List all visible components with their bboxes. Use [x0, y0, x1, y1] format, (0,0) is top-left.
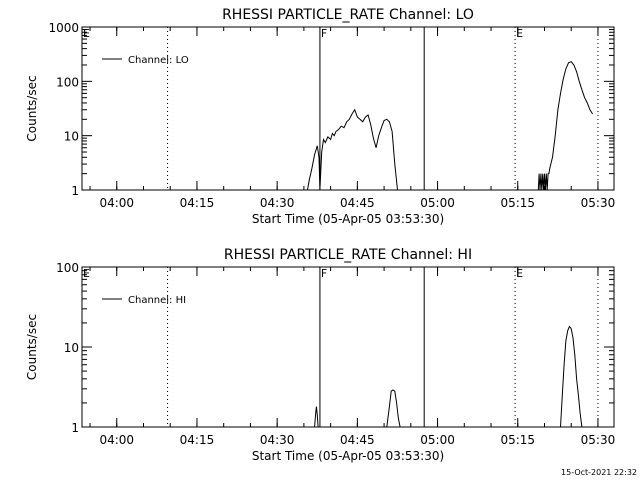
x-tick-label: 04:45 — [340, 196, 375, 210]
y-tick-label: 100 — [56, 261, 79, 275]
x-tick-label: 04:15 — [180, 433, 215, 447]
x-tick-label: 05:00 — [420, 433, 455, 447]
panel-hi: RHESSI PARTICLE_RATE Channel: HI 04:00 04:… — [25, 247, 615, 463]
x-tick-label: 05:30 — [581, 196, 616, 210]
plot-frame — [81, 266, 615, 428]
x-tick-label: 05:30 — [581, 433, 616, 447]
y-tick-label: 1 — [71, 184, 79, 198]
y-axis-label: Counts/sec — [25, 314, 39, 380]
x-tick-label: 05:15 — [500, 196, 535, 210]
x-axis-label: Start Time (05-Apr-05 03:53:30) — [252, 212, 444, 226]
event-marker-label: E — [83, 267, 90, 280]
x-tick-label: 04:15 — [180, 196, 215, 210]
chart-title: RHESSI PARTICLE_RATE Channel: HI — [224, 247, 472, 263]
x-tick-label: 05:15 — [500, 433, 535, 447]
y-tick-label: 1000 — [48, 21, 79, 35]
legend-entry: Channel: HI — [128, 295, 186, 306]
y-tick-label: 100 — [56, 75, 79, 89]
series-line-3 — [560, 325, 583, 428]
event-marker-label: F — [321, 27, 327, 40]
y-axis-label: Counts/sec — [25, 75, 39, 141]
x-tick-label: 05:00 — [420, 196, 455, 210]
x-axis-label: Start Time (05-Apr-05 03:53:30) — [252, 449, 444, 463]
x-tick-label: 04:30 — [260, 433, 295, 447]
y-tick-label: 10 — [64, 130, 79, 144]
series-line-1 — [314, 406, 319, 428]
event-marker-label: E — [516, 267, 523, 280]
panel-lo: RHESSI PARTICLE_RATE Channel: LO 04:00 04:… — [25, 7, 615, 226]
x-tick-label: 04:45 — [340, 433, 375, 447]
series-line-1 — [307, 108, 398, 191]
legend-entry: Channel: LO — [128, 55, 189, 66]
event-marker-label: F — [321, 267, 327, 280]
x-tick-label: 04:00 — [99, 433, 134, 447]
x-tick-label: 04:30 — [260, 196, 295, 210]
series-line-2 — [386, 389, 401, 428]
event-marker-label: E — [516, 27, 523, 40]
plot-frame — [81, 26, 615, 191]
plot-timestamp: 15-Oct-2021 22:32 — [561, 468, 637, 477]
y-tick-label: 10 — [64, 341, 79, 355]
x-tick-label: 04:00 — [99, 196, 134, 210]
series-line-2 — [537, 61, 594, 191]
chart-title: RHESSI PARTICLE_RATE Channel: LO — [222, 7, 474, 23]
y-tick-label: 1 — [71, 421, 79, 435]
event-marker-label: E — [83, 27, 90, 40]
